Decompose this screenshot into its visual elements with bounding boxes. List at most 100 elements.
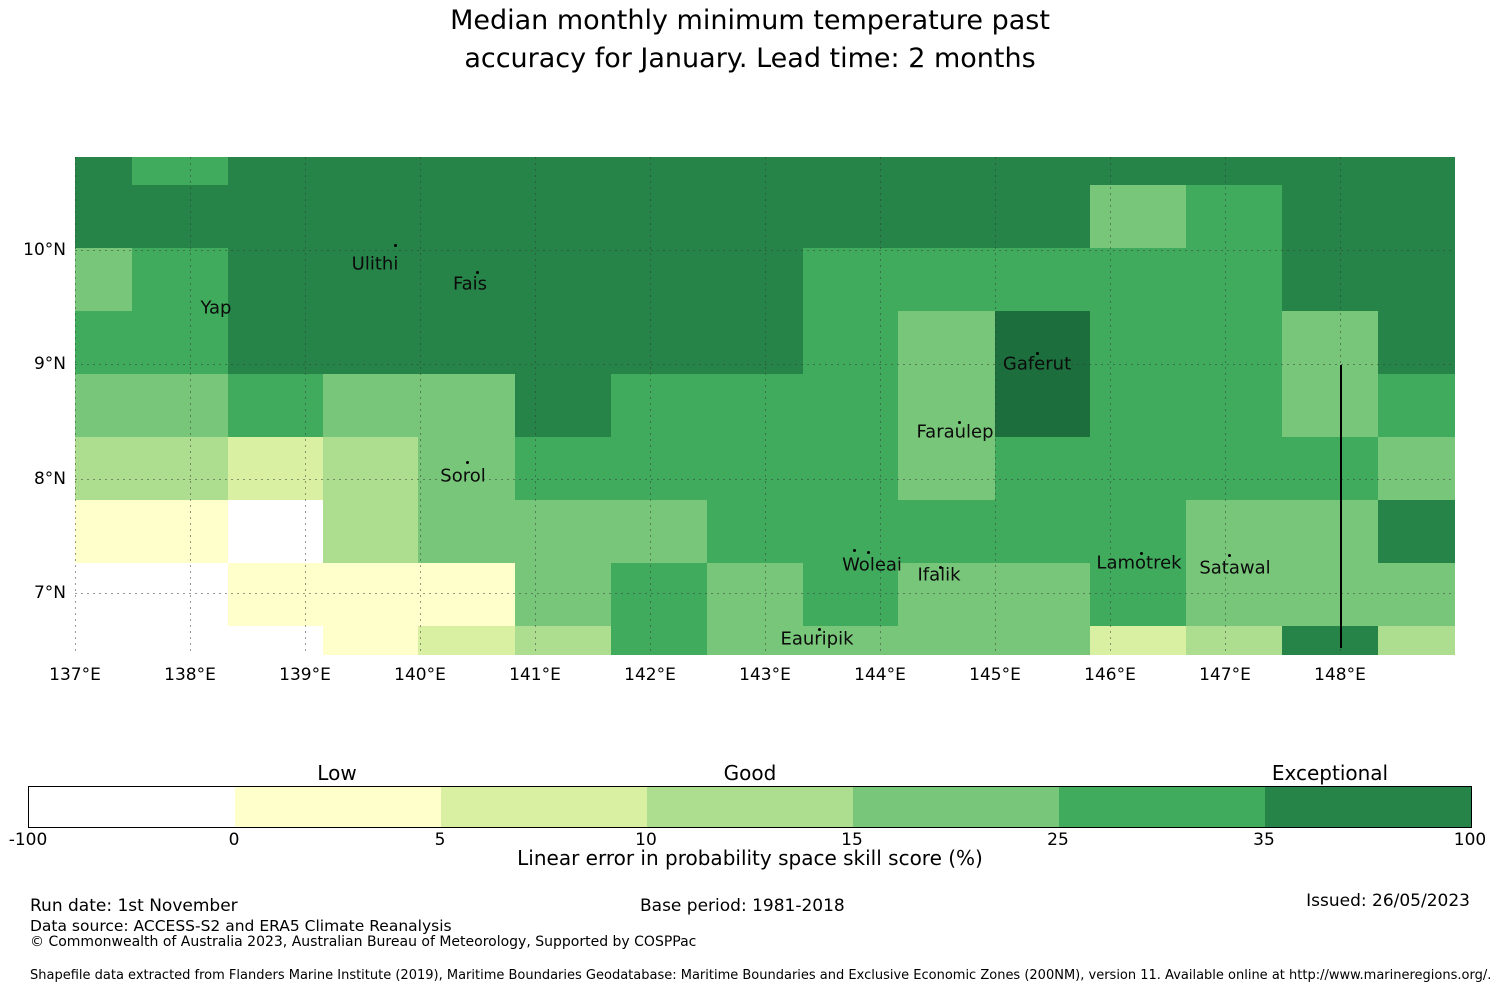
heatmap-cell [995,626,1090,655]
island-dot [853,549,856,552]
heatmap-cell [898,374,995,437]
heatmap-cell [1282,374,1378,437]
heatmap-cell [803,311,898,374]
heatmap-cell [1186,157,1282,185]
heatmap-cell [75,248,132,311]
footer-shapefile-attribution: Shapefile data extracted from Flanders M… [30,968,1492,983]
heatmap-cell [995,311,1090,374]
heatmap-cell [1090,248,1186,311]
heatmap-cell [995,157,1090,185]
heatmap-cell [1186,500,1282,563]
heatmap-cell [995,374,1090,437]
lon-tick-label: 144°E [854,665,906,685]
heatmap-cell [707,248,803,311]
chart-title-line1: Median monthly minimum temperature past [450,5,1050,36]
heatmap-cell [898,185,995,248]
heatmap-cell [515,437,611,500]
colorbar-segment [29,787,235,827]
heatmap-cell [418,500,515,563]
heatmap-cell [611,374,707,437]
lon-tick-label: 147°E [1199,665,1251,685]
colorbar-tick-label: 5 [434,830,446,850]
chart-title-line2: accuracy for January. Lead time: 2 month… [464,43,1036,74]
lon-tick-label: 139°E [279,665,331,685]
heatmap-cell [418,374,515,437]
heatmap-cell [132,248,228,311]
heatmap-cell [1186,563,1282,626]
heatmap-cell [228,311,323,374]
heatmap-cell [228,437,323,500]
colorbar-tick-label: -100 [8,830,48,850]
heatmap-cell [515,500,611,563]
heatmap-cell [898,563,995,626]
island-label: Yap [200,297,232,319]
colorbar-segment [1059,787,1265,827]
island-label: Satawal [1199,557,1271,579]
longitude-gridline [650,157,651,655]
heatmap-cell [75,311,132,374]
heatmap-cell [1282,500,1378,563]
island-dot [818,628,821,631]
heatmap-cell [995,500,1090,563]
island-label: Gaferut [1002,353,1072,375]
island-label: Ifalik [917,564,961,586]
colorbar-tick-label: 100 [1453,830,1487,850]
longitude-gridline [190,157,191,655]
heatmap-cell [1090,500,1186,563]
island-dot [1036,352,1039,355]
heatmap-cell [323,626,418,655]
heatmap-cell [611,248,707,311]
heatmap-cell [995,185,1090,248]
heatmap-cell [75,626,132,655]
heatmap-cell [515,374,611,437]
heatmap-cell [323,248,418,311]
heatmap-cell [515,311,611,374]
heatmap-cell [707,626,803,655]
lon-tick-label: 141°E [509,665,561,685]
heatmap-cell [228,248,323,311]
heatmap-cell [132,626,228,655]
island-dot [1140,552,1143,555]
colorbar [28,786,1472,828]
colorbar-axis-label: Linear error in probability space skill … [517,846,983,870]
island-dot [476,271,479,274]
longitude-gridline [75,157,76,655]
heatmap-cell [228,500,323,563]
lat-tick-label: 10°N [23,240,66,260]
heatmap-cell [1090,374,1186,437]
heatmap-cell [228,563,323,626]
heatmap-cell [1378,563,1455,626]
heatmap-cell [132,157,228,185]
heatmap-cell [228,185,323,248]
heatmap-cell [515,248,611,311]
island-label: Fais [452,273,488,295]
heatmap-cell [995,248,1090,311]
heatmap-cell [323,563,418,626]
heatmap-cell [1378,626,1455,655]
heatmap-cell [1378,311,1455,374]
heatmap-cell [707,311,803,374]
heatmap-cell [515,185,611,248]
latitude-gridline [75,364,1455,365]
island-dot [394,244,397,247]
heatmap-cell [611,626,707,655]
latitude-gridline [75,250,1455,251]
island-label: Lamotrek [1096,552,1182,574]
colorbar-segment [235,787,441,827]
heatmap-cell [228,374,323,437]
lon-tick-label: 146°E [1084,665,1136,685]
longitude-gridline [535,157,536,655]
heatmap-cell [228,157,323,185]
footer-base-period: Base period: 1981-2018 [640,896,845,916]
heatmap-cell [803,500,898,563]
heatmap-cell [75,185,132,248]
island-label: Faraulep [916,421,994,443]
heatmap-cell [132,437,228,500]
heatmap-cell [323,500,418,563]
heatmap-cell [803,248,898,311]
map-panel: 137°E 138°E 139°E 140°E 141°E 142°E 143°E 144°E… [23,157,1455,685]
heatmap-cell [418,311,515,374]
island-dot [1228,554,1231,557]
heatmap-cell [1378,500,1455,563]
heatmap-cell [611,500,707,563]
